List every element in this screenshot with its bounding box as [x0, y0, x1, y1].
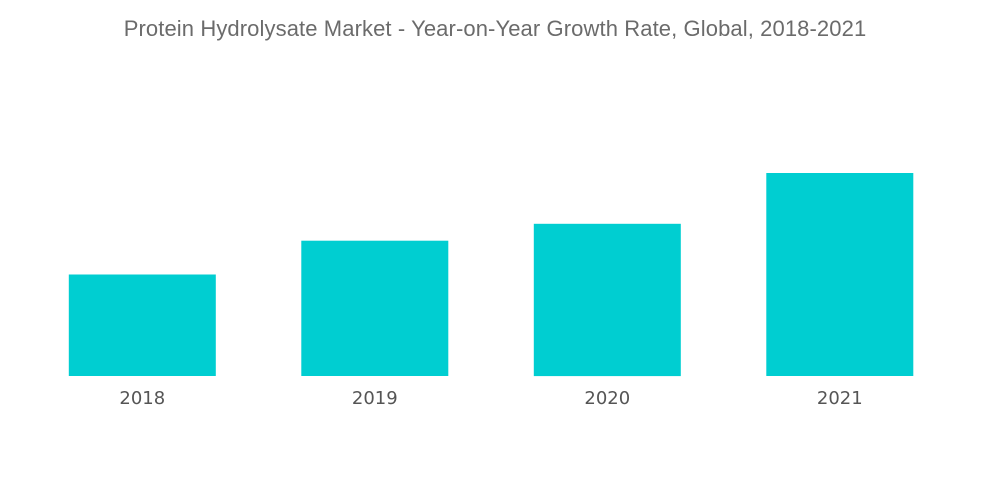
- bar-2019: [301, 240, 449, 376]
- x-tick-label-2020: 2020: [584, 388, 630, 409]
- bar-2018: [68, 274, 216, 376]
- bar-2021: [766, 173, 914, 376]
- bar-2020: [533, 223, 681, 377]
- bars-group: [68, 173, 914, 377]
- x-axis-ticks: 2018 2019 2020 2021: [119, 388, 862, 409]
- x-tick-label-2021: 2021: [817, 388, 863, 409]
- x-tick-label-2018: 2018: [119, 388, 165, 409]
- chart-title: Protein Hydrolysate Market - Year-on-Yea…: [123, 16, 867, 41]
- x-tick-label-2019: 2019: [352, 388, 398, 409]
